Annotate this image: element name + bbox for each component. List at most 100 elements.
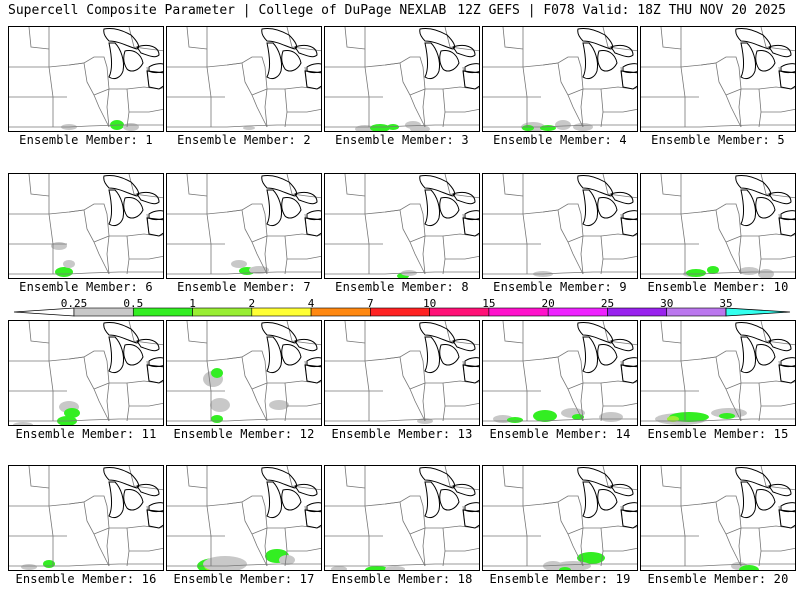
scp-contour xyxy=(385,566,405,570)
scp-contour xyxy=(210,398,230,412)
member-map xyxy=(640,173,796,279)
member-label: Ensemble Member: 15 xyxy=(647,427,789,441)
legend-tick-label: 1 xyxy=(189,297,196,310)
member-map xyxy=(324,465,480,571)
ensemble-member-panel: Ensemble Member: 6 xyxy=(8,173,164,298)
member-label: Ensemble Member: 7 xyxy=(177,280,311,294)
legend-swatch xyxy=(547,307,608,317)
scp-contour xyxy=(370,124,390,131)
legend-swatch xyxy=(488,307,549,317)
ensemble-member-panel: Ensemble Member: 10 xyxy=(640,173,796,298)
legend-tick-label: 0.25 xyxy=(60,297,88,310)
ensemble-member-panel: Ensemble Member: 4 xyxy=(482,26,638,151)
member-label: Ensemble Member: 2 xyxy=(177,133,311,147)
scp-contour xyxy=(669,412,709,422)
scp-contour xyxy=(577,552,605,564)
scp-contour xyxy=(21,564,37,570)
scp-contour xyxy=(243,126,255,130)
member-label: Ensemble Member: 11 xyxy=(15,427,157,441)
member-label: Ensemble Member: 9 xyxy=(493,280,627,294)
member-label: Ensemble Member: 1 xyxy=(19,133,153,147)
legend-tick-label: 0.5 xyxy=(123,297,144,310)
scp-contour xyxy=(540,125,556,131)
member-map xyxy=(8,465,164,571)
legend-tick-label: 4 xyxy=(307,297,315,310)
scp-contour xyxy=(507,417,523,423)
ensemble-member-panel: Ensemble Member: 8 xyxy=(324,173,480,298)
legend-tick-label: 25 xyxy=(600,297,615,310)
ensemble-member-panel: Ensemble Member: 2 xyxy=(166,26,322,151)
ensemble-member-panel: Ensemble Member: 15 xyxy=(640,320,796,445)
legend-tick-label: 7 xyxy=(367,297,374,310)
member-map xyxy=(482,320,638,426)
scp-contour xyxy=(63,260,75,268)
member-map xyxy=(8,320,164,426)
legend-swatch xyxy=(607,307,668,317)
scp-contour xyxy=(123,123,139,131)
legend-tick-label: 15 xyxy=(482,297,496,310)
member-map xyxy=(640,320,796,426)
scp-contour xyxy=(559,567,571,570)
member-label: Ensemble Member: 13 xyxy=(331,427,473,441)
legend-arrow-high xyxy=(725,307,791,317)
legend-tick-label: 20 xyxy=(541,297,555,310)
scp-contour xyxy=(279,555,295,565)
ensemble-member-panel: Ensemble Member: 9 xyxy=(482,173,638,298)
member-label: Ensemble Member: 6 xyxy=(19,280,153,294)
member-label: Ensemble Member: 4 xyxy=(493,133,627,147)
scp-contour xyxy=(572,414,584,420)
member-map xyxy=(8,173,164,279)
member-label: Ensemble Member: 14 xyxy=(489,427,631,441)
scp-contour xyxy=(555,120,571,130)
legend-tick-label: 2 xyxy=(248,297,256,310)
ensemble-member-panel: Ensemble Member: 5 xyxy=(640,26,796,151)
model-run-info: 12Z GEFS | F078 Valid: 18Z THU NOV 20 20… xyxy=(457,3,786,18)
scp-contour xyxy=(739,565,759,570)
member-map xyxy=(482,173,638,279)
member-map xyxy=(166,26,322,132)
legend-swatch xyxy=(251,307,312,317)
scp-contour xyxy=(739,267,759,275)
member-map xyxy=(640,26,796,132)
ensemble-member-panel: Ensemble Member: 20 xyxy=(640,465,796,590)
scp-contour xyxy=(331,566,347,570)
ensemble-member-panel: Ensemble Member: 7 xyxy=(166,173,322,298)
scp-contour xyxy=(64,408,80,418)
scp-contour xyxy=(13,422,33,425)
legend-swatch xyxy=(429,307,490,317)
scp-contour xyxy=(707,266,719,274)
legend-swatch xyxy=(666,307,727,317)
scp-contour xyxy=(667,416,679,422)
scp-contour xyxy=(533,410,557,422)
scp-contour xyxy=(211,415,223,423)
member-map xyxy=(324,320,480,426)
scp-contour xyxy=(57,416,77,425)
member-map xyxy=(166,173,322,279)
scp-contour xyxy=(719,413,735,419)
member-map xyxy=(8,26,164,132)
ensemble-member-panel: Ensemble Member: 1 xyxy=(8,26,164,151)
member-map xyxy=(482,465,638,571)
legend-swatch xyxy=(192,307,253,317)
member-label: Ensemble Member: 19 xyxy=(489,572,631,586)
legend-swatch xyxy=(310,307,371,317)
member-map xyxy=(640,465,796,571)
scp-contour xyxy=(365,566,389,570)
scp-contour xyxy=(269,400,289,410)
member-label: Ensemble Member: 18 xyxy=(331,572,473,586)
member-map xyxy=(166,320,322,426)
member-label: Ensemble Member: 20 xyxy=(647,572,789,586)
color-legend-bar xyxy=(13,307,791,317)
scp-contour xyxy=(211,368,223,378)
member-label: Ensemble Member: 12 xyxy=(173,427,315,441)
member-map xyxy=(166,465,322,571)
ensemble-member-panel: Ensemble Member: 17 xyxy=(166,465,322,590)
member-map xyxy=(482,26,638,132)
scp-contour xyxy=(758,269,774,278)
legend-tick-label: 35 xyxy=(719,297,733,310)
legend-swatch xyxy=(370,307,430,317)
ensemble-member-panel: Ensemble Member: 18 xyxy=(324,465,480,590)
legend-tick-label: 10 xyxy=(423,297,437,310)
scp-contour xyxy=(231,260,247,268)
member-map xyxy=(324,173,480,279)
